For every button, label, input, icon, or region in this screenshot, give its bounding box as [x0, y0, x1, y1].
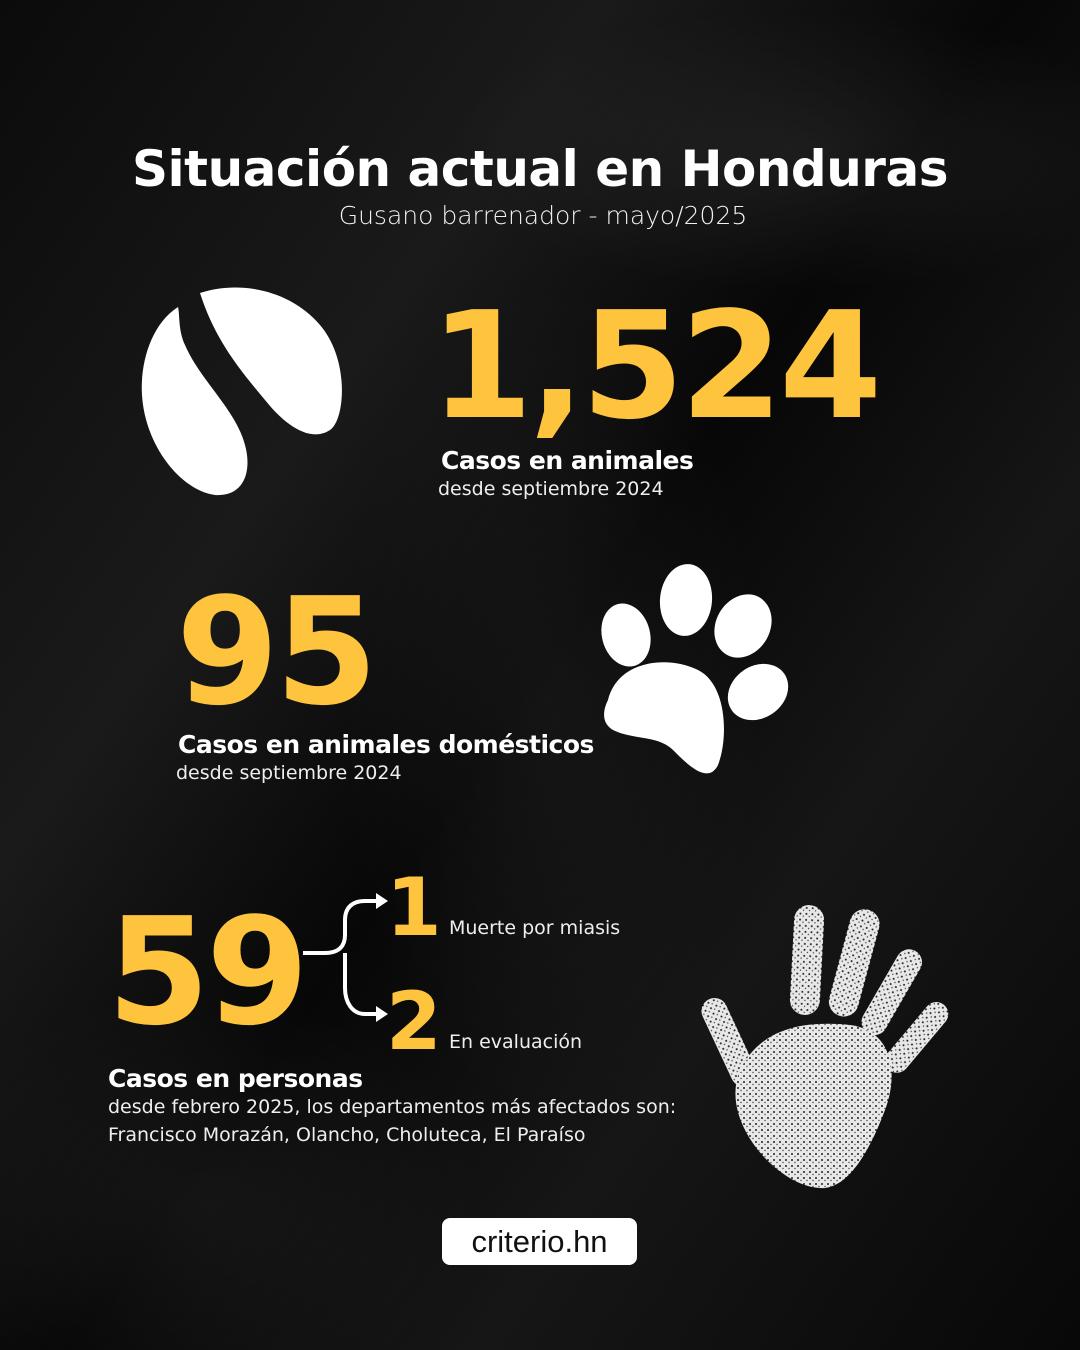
domestic-cases-label: Casos en animales domésticos [178, 730, 594, 759]
hoof-icon [141, 287, 342, 496]
evaluation-cases-label: En evaluación [449, 1031, 583, 1053]
handprint-icon [701, 905, 949, 1189]
criterio-logo: criterio.hn [442, 1218, 637, 1265]
affected-departments: Francisco Morazán, Olancho, Choluteca, E… [108, 1124, 586, 1146]
death-cases-label: Muerte por miasis [449, 917, 621, 939]
domestic-cases-note: desde septiembre 2024 [176, 762, 402, 784]
person-cases-value: 59 [107, 886, 309, 1058]
animal-cases-label: Casos en animales [441, 446, 694, 475]
evaluation-cases-value: 2 [386, 975, 442, 1068]
animal-cases-note: desde septiembre 2024 [438, 478, 664, 500]
domestic-cases-value: 95 [176, 566, 378, 738]
page-subtitle: Gusano barrenador - mayo/2025 [338, 201, 748, 230]
page-title: Situación actual en Honduras [132, 140, 948, 198]
bracket-arrows-icon [303, 893, 388, 1022]
animal-cases-value: 1,524 [430, 280, 882, 452]
person-cases-note: desde febrero 2025, los departamentos má… [108, 1096, 677, 1118]
person-cases-label: Casos en personas [108, 1064, 363, 1093]
paw-icon [601, 564, 789, 774]
death-cases-value: 1 [386, 861, 442, 954]
